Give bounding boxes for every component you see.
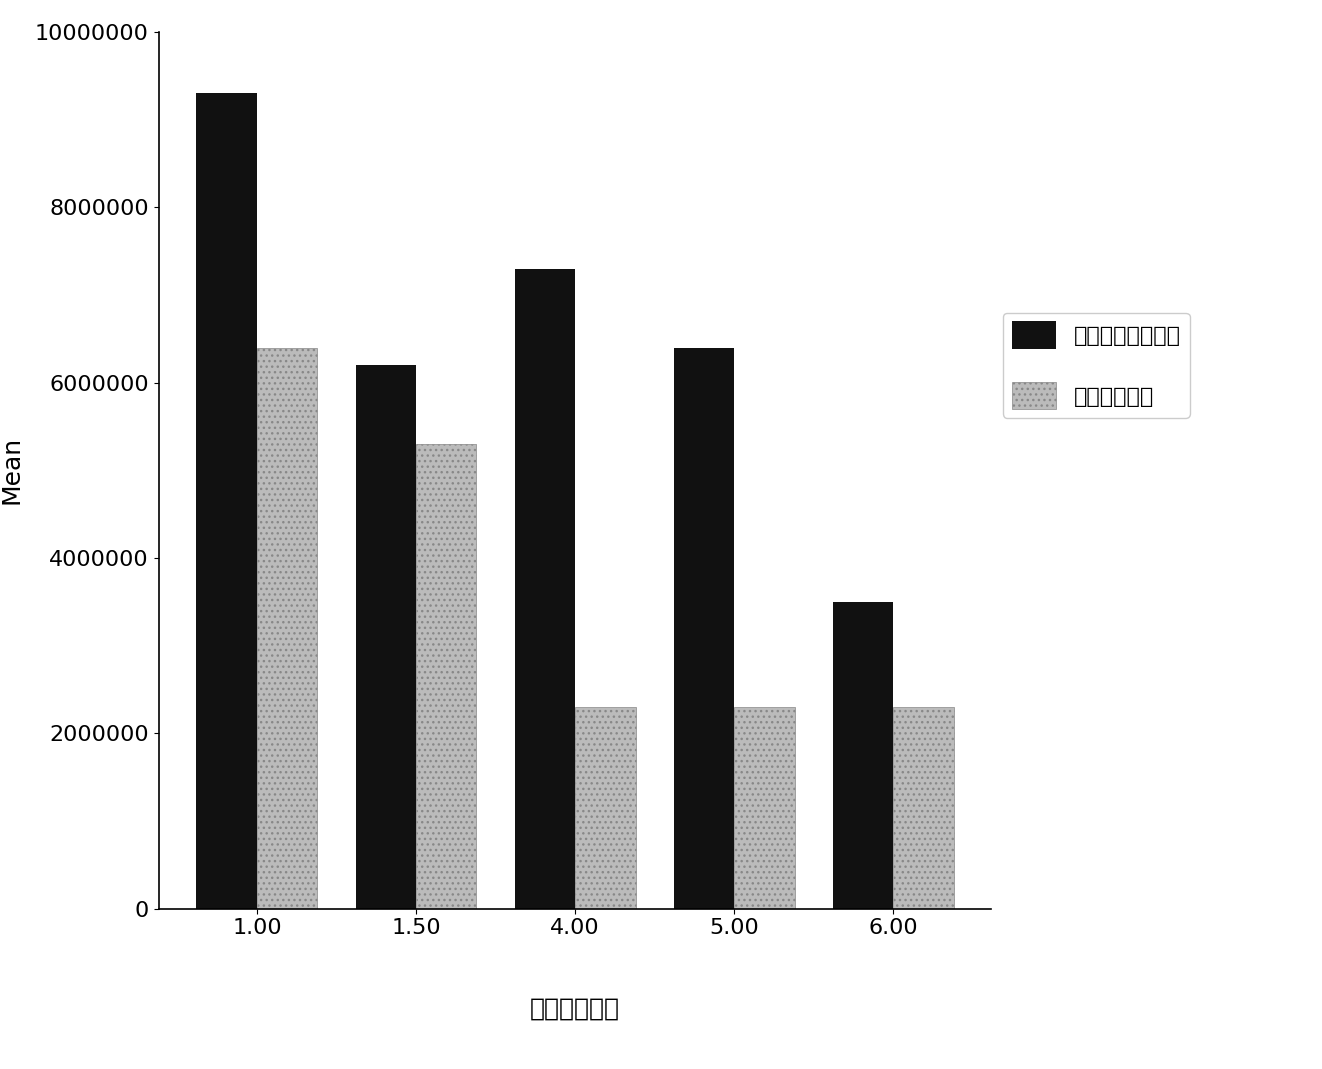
Text: 时间（小时）: 时间（小时） — [530, 996, 620, 1020]
Bar — [833, 602, 894, 909]
Bar — [416, 444, 476, 909]
Bar — [575, 707, 636, 909]
Bar — [894, 707, 953, 909]
Bar — [256, 347, 317, 909]
Bar — [514, 268, 575, 909]
Bar — [197, 93, 256, 909]
Bar — [356, 366, 416, 909]
Bar — [734, 707, 795, 909]
Y-axis label: Mean: Mean — [0, 436, 24, 505]
Bar — [674, 347, 734, 909]
Legend: 本发明的复方中药, 芍药绢草复方: 本发明的复方中药, 芍药绢草复方 — [1002, 312, 1190, 418]
